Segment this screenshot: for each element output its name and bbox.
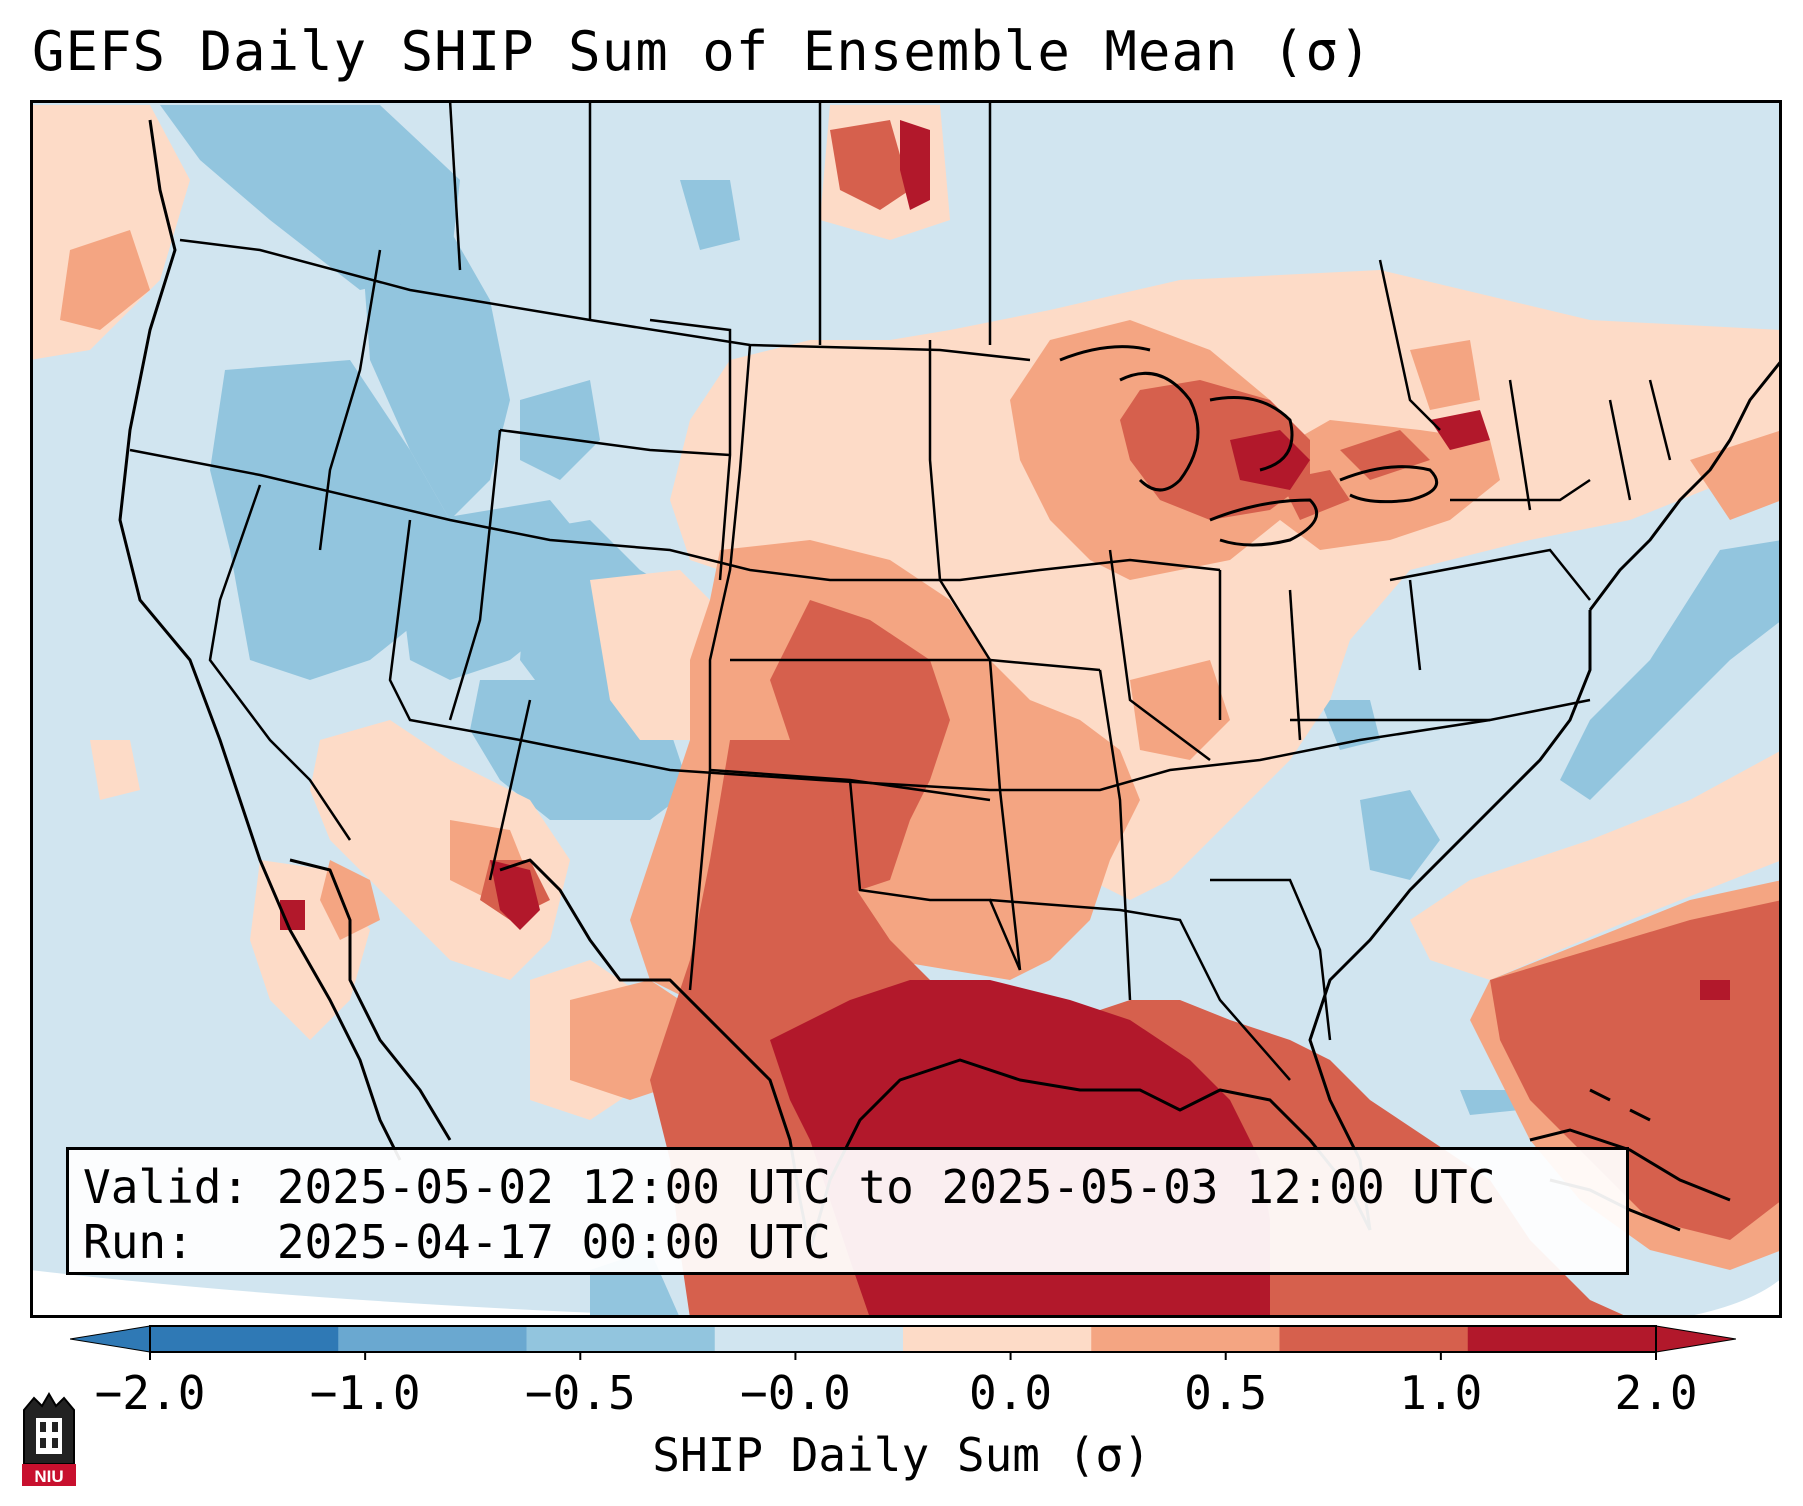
- caribbean-islands: [1529, 1088, 1731, 1202]
- colorbar-extend-high: [1655, 1325, 1736, 1353]
- projection-edge-right: [1680, 1278, 1782, 1318]
- coastline-outlines: [118, 119, 1782, 1251]
- colorbar-segment: [1467, 1326, 1657, 1352]
- colorbar-tick-label: −0.5: [524, 1366, 636, 1420]
- niu-logo: NIU: [22, 1392, 76, 1486]
- colorbar-segment: [1279, 1326, 1469, 1352]
- colorbar-extend-low: [70, 1325, 151, 1353]
- ship-anomaly-map: [30, 100, 1782, 1318]
- colorbar-tick-label: 0.0: [969, 1366, 1053, 1420]
- colorbar-label: SHIP Daily Sum (σ): [652, 1428, 1151, 1482]
- colorbar-segment: [338, 1326, 527, 1352]
- colorbar: [70, 1325, 1736, 1360]
- colorbar-segment: [903, 1326, 1092, 1352]
- map-frame: [30, 100, 1782, 1318]
- colorbar-tick-label: −2.0: [94, 1366, 206, 1420]
- colorbar-tick-label: −0.0: [740, 1366, 851, 1420]
- valid-time-text: Valid: 2025-05-02 12:00 UTC to 2025-05-0…: [83, 1160, 1496, 1214]
- state-boundaries: [129, 100, 1672, 1081]
- valid-run-info-box: Valid: 2025-05-02 12:00 UTC to 2025-05-0…: [66, 1147, 1629, 1275]
- projection-edge-left: [30, 1270, 730, 1318]
- run-time-text: Run: 2025-04-17 00:00 UTC: [83, 1215, 831, 1269]
- colorbar-segment: [526, 1326, 716, 1352]
- colorbar-segment: [1091, 1326, 1280, 1352]
- colorbar-tick-label: 1.0: [1399, 1366, 1483, 1420]
- colorbar-segment: [714, 1326, 904, 1352]
- colorbar-tick-label: 0.5: [1184, 1366, 1268, 1420]
- colorbar-tick-label: −1.0: [309, 1366, 421, 1420]
- colorbar-tick-label: 2.0: [1614, 1366, 1698, 1420]
- colorbar-frame: [149, 1325, 1657, 1353]
- niu-logo-text: NIU: [34, 1467, 63, 1486]
- niu-logo-band: [22, 1464, 76, 1486]
- map-title: GEFS Daily SHIP Sum of Ensemble Mean (σ): [32, 20, 1373, 83]
- colorbar-segment: [150, 1326, 339, 1352]
- negative-anomaly-regions: [160, 105, 1782, 1318]
